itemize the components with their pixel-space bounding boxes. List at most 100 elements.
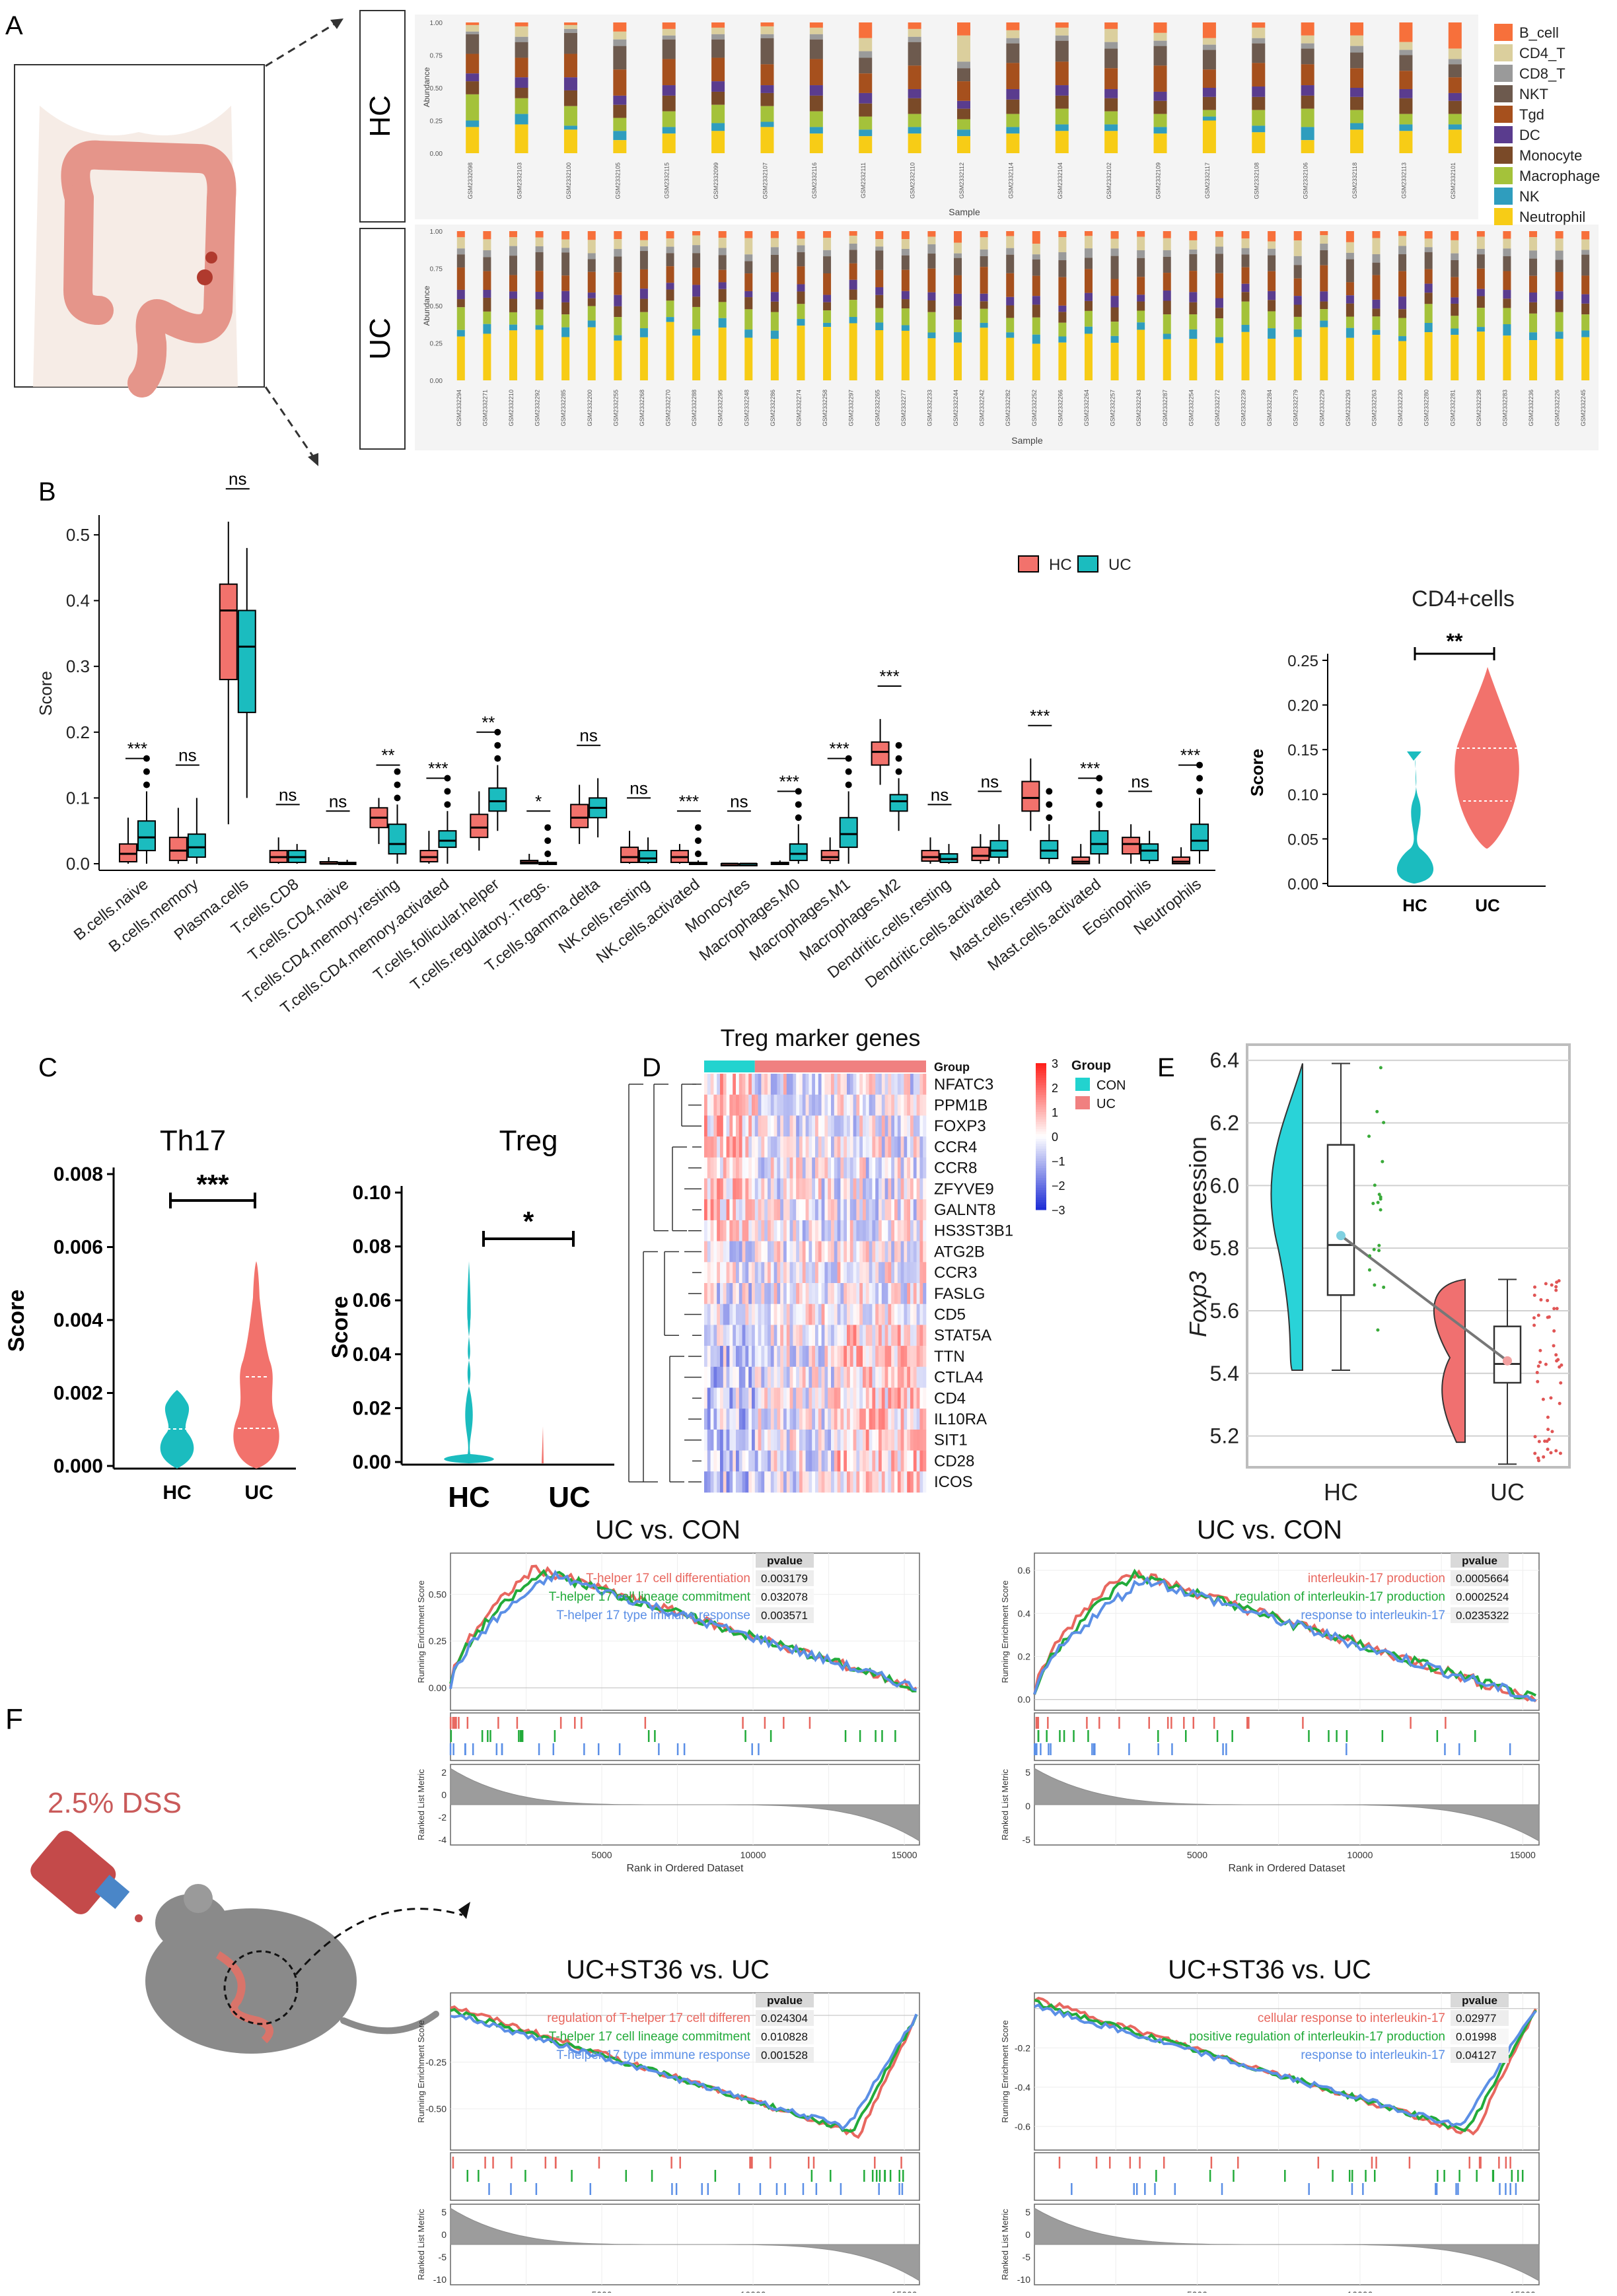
bar-segment-NK: [823, 322, 832, 328]
bar-segment-Macrophage: [1399, 114, 1413, 125]
heatmap-cell: [872, 1471, 876, 1493]
y-tick-label: 0.0: [1018, 1694, 1031, 1705]
heatmap-cell: [729, 1094, 733, 1116]
heatmap-cell: [844, 1074, 847, 1095]
term-label: regulation of T-helper 17 cell differen: [547, 2011, 750, 2025]
heatmap-cell: [837, 1220, 841, 1241]
heatmap-cell: [710, 1074, 714, 1095]
heatmap-cell: [802, 1346, 806, 1368]
y-tick-label: 0.3: [66, 656, 90, 676]
heatmap-cell: [802, 1429, 806, 1451]
bar-segment-Tgd: [666, 266, 674, 283]
bar-segment-CD8_T: [770, 247, 779, 255]
heatmap-cell: [897, 1220, 901, 1241]
heatmap-cell: [754, 1136, 758, 1158]
heatmap-cell: [837, 1157, 841, 1179]
bar-segment-DC: [1555, 291, 1563, 300]
pvalue-header: pvalue: [767, 1554, 803, 1567]
bar-segment-Tgd: [1398, 271, 1407, 297]
bar-segment-B_cell: [954, 231, 962, 243]
heatmap-cell: [802, 1094, 806, 1116]
heatmap-cell: [894, 1220, 898, 1241]
bar-segment-Tgd: [1424, 269, 1433, 284]
bar-segment-NKT: [1163, 256, 1171, 273]
bar-segment-Monocyte: [1301, 95, 1314, 109]
heatmap-cell: [808, 1429, 812, 1451]
bar-segment-B_cell: [614, 231, 622, 240]
y-tick-label: 0.00: [429, 1683, 447, 1693]
heatmap-cell: [831, 1471, 835, 1493]
bar-segment-B_cell: [456, 231, 465, 238]
heatmap-cell: [754, 1283, 758, 1304]
heatmap-cell: [764, 1136, 768, 1158]
heatmap-cell: [710, 1283, 714, 1304]
jitter-point: [1536, 1456, 1540, 1460]
heatmap-cell: [818, 1283, 822, 1304]
es-axis-title: Running Enrichment Score: [416, 2020, 426, 2122]
heatmap-cell: [717, 1074, 721, 1095]
x-tick-label: 15000: [1510, 2289, 1536, 2293]
sample-tick-label: GSM2332102: [1106, 162, 1112, 199]
heatmap-cell: [748, 1325, 752, 1346]
heatmap-cell: [789, 1241, 793, 1263]
heatmap-cell: [770, 1409, 774, 1430]
heatmap-cell: [875, 1409, 879, 1430]
color-scale-step: [1036, 1114, 1046, 1117]
heatmap-cell: [780, 1283, 784, 1304]
heatmap-cell: [884, 1366, 888, 1388]
heatmap-cell: [904, 1136, 908, 1158]
es-frame: [450, 1992, 920, 2151]
heatmap-cell: [844, 1471, 847, 1493]
bar-segment-Tgd: [1202, 69, 1216, 88]
heatmap-cell: [910, 1094, 914, 1116]
heatmap-cell: [815, 1199, 819, 1221]
bar-segment-Macrophage: [515, 98, 528, 114]
heatmap-cell: [865, 1346, 869, 1368]
heatmap-cell: [761, 1283, 765, 1304]
heatmap-cell: [849, 1157, 853, 1179]
bar-segment-Macrophage: [1104, 111, 1118, 125]
bar-segment-Macrophage: [760, 106, 774, 122]
color-scale-step: [1036, 1119, 1046, 1123]
heatmap-cell: [875, 1199, 879, 1221]
heatmap-cell: [904, 1157, 908, 1179]
legend-label: DC: [1519, 127, 1540, 143]
heatmap-cell: [824, 1094, 828, 1116]
heatmap-row-label: FASLG: [934, 1285, 985, 1303]
heatmap-group-label: Group: [934, 1061, 970, 1074]
heatmap-cell: [786, 1241, 790, 1263]
bar-segment-Macrophage: [1346, 316, 1354, 328]
y-tick-label: 5.6: [1210, 1299, 1239, 1323]
bar-segment-B_cell: [613, 22, 627, 32]
heatmap-cell: [733, 1346, 737, 1368]
heatmap-cell: [884, 1094, 888, 1116]
heatmap-cell: [907, 1094, 911, 1116]
bar-segment-NK: [1032, 334, 1040, 344]
heatmap-cell: [710, 1450, 714, 1472]
heatmap-cell: [907, 1199, 911, 1221]
arrow-to-gsea: [295, 1908, 463, 1975]
heatmap-cell: [748, 1429, 752, 1451]
sample-tick-label: GSM2332266: [1057, 390, 1063, 427]
heatmap-row-label: IL10RA: [934, 1410, 987, 1428]
bar-segment-Tgd: [823, 273, 832, 295]
color-scale-step: [1036, 1177, 1046, 1181]
bar-segment-DC: [744, 291, 753, 298]
heatmap-cell: [818, 1094, 822, 1116]
bar-segment-CD8_T: [1189, 249, 1198, 254]
heatmap-cell: [796, 1074, 800, 1095]
heatmap-cell: [872, 1262, 876, 1284]
heatmap-cell: [916, 1387, 920, 1409]
heatmap-cell: [802, 1115, 806, 1137]
bar-segment-Monocyte: [614, 306, 622, 318]
heatmap-cell: [805, 1074, 809, 1095]
sample-tick-label: GSM2332109: [1155, 162, 1162, 199]
bar-segment-Monocyte: [1006, 99, 1020, 114]
cd4-significance-label: **: [1447, 629, 1463, 653]
heatmap-cell: [717, 1241, 721, 1263]
heatmap-cell: [818, 1157, 822, 1179]
heatmap-cell: [783, 1136, 787, 1158]
bar-segment-CD4_T: [1529, 237, 1538, 251]
bar-segment-Tgd: [1058, 277, 1067, 306]
heatmap-cell: [859, 1115, 863, 1137]
